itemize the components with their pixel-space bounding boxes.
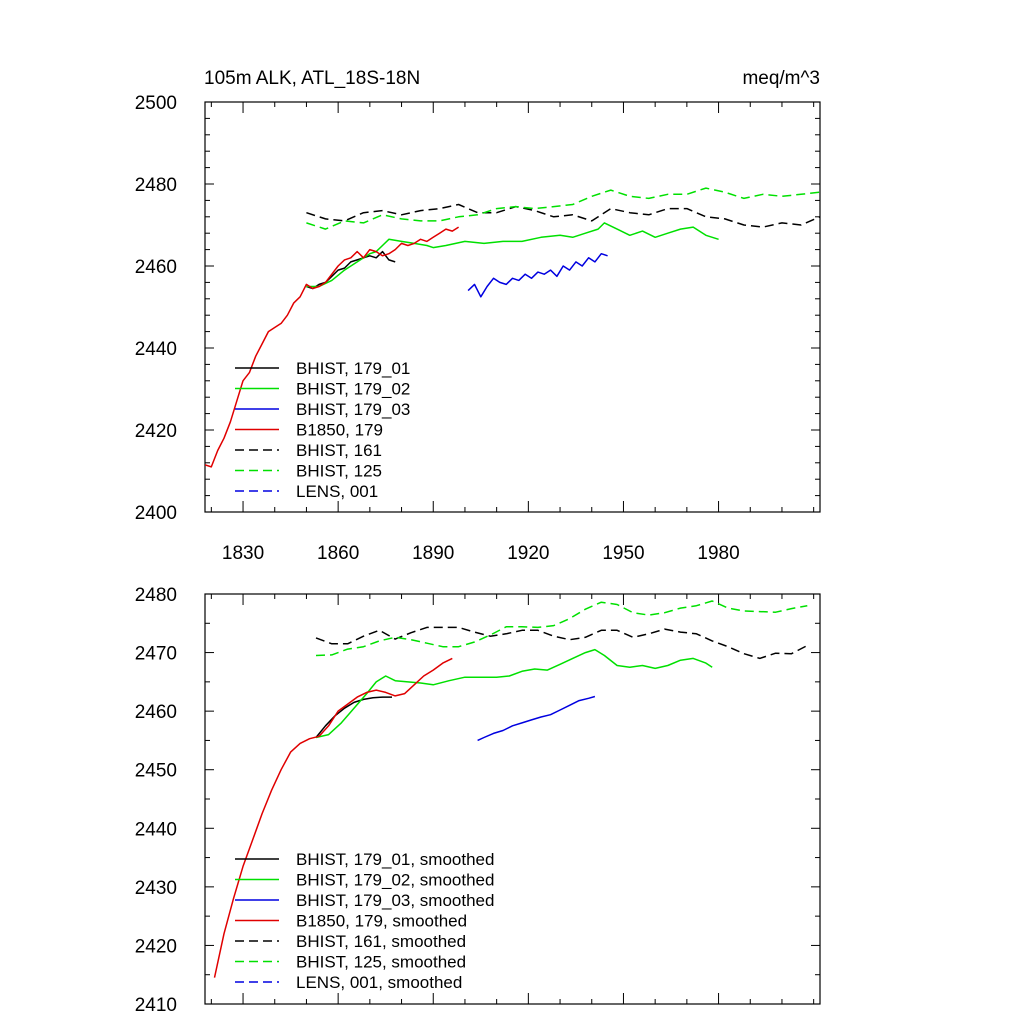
legend-label: B1850, 179, smoothed xyxy=(296,912,467,931)
y-tick-label: 2440 xyxy=(135,339,177,360)
plot-frame xyxy=(204,101,821,513)
y-tick-label: 2440 xyxy=(135,819,177,840)
series-line-0 xyxy=(315,696,392,738)
legend-label: BHIST, 179_01 xyxy=(296,359,410,378)
series-line-1 xyxy=(315,648,713,739)
x-tick-label: 1890 xyxy=(412,543,454,564)
legend-label: BHIST, 125, smoothed xyxy=(296,953,466,972)
y-tick-label: 2420 xyxy=(135,936,177,957)
legend-label: BHIST, 179_03, smoothed xyxy=(296,891,494,910)
series-line-2 xyxy=(467,252,608,298)
y-tick-label: 2460 xyxy=(135,702,177,723)
legend-label: LENS, 001, smoothed xyxy=(296,973,462,992)
x-tick-label: 1950 xyxy=(602,543,644,564)
y-tick-label: 2480 xyxy=(135,585,177,606)
y-tick-label: 2400 xyxy=(135,503,177,524)
series-line-5 xyxy=(315,600,808,657)
series-line-2 xyxy=(477,695,596,742)
legend-label: BHIST, 179_02 xyxy=(296,380,410,399)
legend-label: BHIST, 179_03 xyxy=(296,400,410,419)
series-group xyxy=(213,600,808,978)
y-tick-label: 2450 xyxy=(135,761,177,782)
series-line-5 xyxy=(306,187,820,230)
x-tick-label: 1980 xyxy=(697,543,739,564)
x-tick-label: 1920 xyxy=(507,543,549,564)
x-tick-label: 1860 xyxy=(317,543,359,564)
legend-label: BHIST, 161 xyxy=(296,441,382,460)
series-group xyxy=(205,187,820,468)
series-line-4 xyxy=(306,203,820,228)
y-tick-label: 2460 xyxy=(135,257,177,278)
series-line-3 xyxy=(205,226,460,468)
y-tick-label: 2500 xyxy=(135,93,177,114)
y-tick-label: 2420 xyxy=(135,421,177,442)
series-line-4 xyxy=(315,626,808,660)
legend-label: LENS, 001 xyxy=(296,482,378,501)
y-tick-label: 2480 xyxy=(135,175,177,196)
chart-title: 105m ALK, ATL_18S-18N xyxy=(204,68,420,89)
legend-label: BHIST, 179_01, smoothed xyxy=(296,850,494,869)
y-tick-label: 2410 xyxy=(135,995,177,1016)
x-tick-label: 1830 xyxy=(222,543,264,564)
y-tick-label: 2430 xyxy=(135,878,177,899)
y-tick-label: 2470 xyxy=(135,644,177,665)
top-panel: 2400 2420 2440 2460 2480 2500 1830 1860 1890 1920… xyxy=(135,93,821,564)
legend-label: BHIST, 179_02, smoothed xyxy=(296,871,494,890)
bottom-panel: 2410 2420 2430 2440 2450 2460 2470 2480 BHIST, 1… xyxy=(135,585,821,1016)
units-label: meq/m^3 xyxy=(742,68,820,89)
legend-label: BHIST, 125 xyxy=(296,462,382,481)
series-line-1 xyxy=(306,222,719,288)
legend-label: B1850, 179 xyxy=(296,421,383,440)
legend-label: BHIST, 161, smoothed xyxy=(296,932,466,951)
series-line-3 xyxy=(213,657,453,978)
